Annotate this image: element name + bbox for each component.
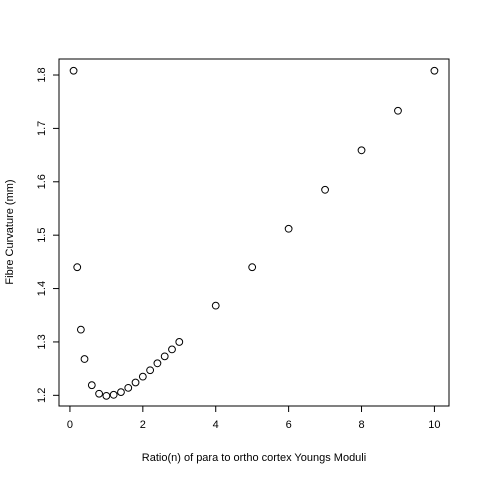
data-point <box>168 345 176 354</box>
data-point <box>211 301 220 310</box>
y-axis-label: Fibre Curvature (mm) <box>4 179 16 284</box>
y-tick-label: 1.6 <box>36 174 48 189</box>
x-tick-label: 10 <box>428 419 440 431</box>
data-point <box>131 378 140 387</box>
data-point <box>146 366 155 375</box>
y-tick-label: 1.7 <box>36 121 48 136</box>
data-point <box>160 352 169 361</box>
data-point <box>69 66 78 75</box>
data-point <box>357 146 366 155</box>
plot-frame <box>58 58 450 407</box>
data-point <box>87 381 96 390</box>
x-tick-label: 8 <box>358 419 364 431</box>
data-point <box>76 325 85 334</box>
data-point <box>248 263 257 272</box>
data-point <box>284 224 293 233</box>
y-tick-label: 1.4 <box>36 281 48 296</box>
data-point <box>153 359 162 368</box>
x-tick-label: 2 <box>140 419 146 431</box>
data-point <box>95 389 103 398</box>
data-point <box>175 338 184 346</box>
x-axis: 0 2 4 6 8 10 <box>67 406 441 431</box>
x-axis-label: Ratio(n) of para to ortho cortex Youngs … <box>142 452 366 464</box>
data-point <box>430 66 439 75</box>
y-axis: 1.2 1.3 1.4 1.5 1.6 1.7 1.8 <box>36 67 59 403</box>
x-tick-label: 4 <box>213 419 219 431</box>
data-point <box>124 383 133 392</box>
data-point <box>80 355 89 363</box>
data-points <box>69 66 439 400</box>
data-point <box>138 372 147 381</box>
y-tick-label: 1.8 <box>36 67 48 82</box>
x-tick-label: 6 <box>286 419 292 431</box>
data-point <box>73 263 82 272</box>
data-point <box>117 388 125 397</box>
y-tick-label: 1.5 <box>36 228 48 243</box>
y-tick-label: 1.3 <box>36 334 48 349</box>
y-tick-label: 1.2 <box>36 388 48 403</box>
x-tick-label: 0 <box>67 419 73 431</box>
data-point <box>321 185 329 194</box>
data-point <box>102 391 111 400</box>
data-point <box>109 390 118 399</box>
data-point <box>394 106 402 115</box>
